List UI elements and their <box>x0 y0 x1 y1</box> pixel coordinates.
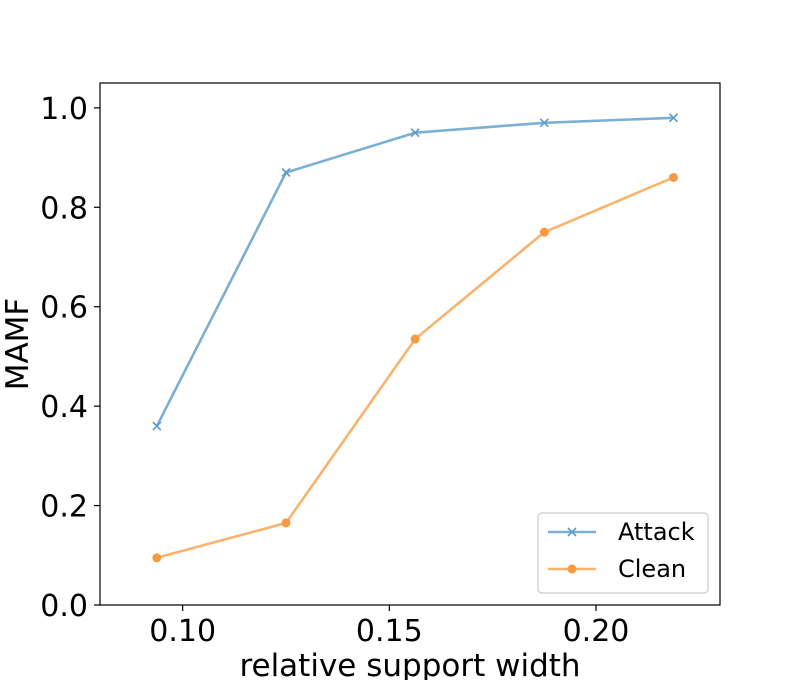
data-point <box>539 118 549 128</box>
data-point <box>669 172 678 182</box>
data-point <box>539 227 549 237</box>
series-layer <box>152 113 679 563</box>
plot-frame <box>99 82 721 606</box>
legend-label: Clean <box>618 555 686 583</box>
y-axis: 0.0 0.2 0.4 0.6 0.8 1.0 <box>40 92 100 624</box>
series-attack <box>152 113 679 431</box>
x-tick-label: 0.20 <box>563 614 630 649</box>
y-tick-label: 0.2 <box>40 490 88 525</box>
x-tick-label: 0.10 <box>149 614 216 649</box>
data-point <box>152 421 162 431</box>
y-tick-label: 0.0 <box>40 589 88 624</box>
y-tick-label: 0.8 <box>40 191 88 226</box>
series-line-clean <box>156 176 675 560</box>
y-tick-label: 1.0 <box>40 92 88 127</box>
data-point <box>668 113 679 123</box>
y-tick-label: 0.4 <box>40 390 88 425</box>
x-axis: 0.10 0.15 0.20 <box>149 605 629 649</box>
data-point <box>281 167 291 178</box>
legend-label: Attack <box>618 518 695 546</box>
data-point <box>410 334 420 344</box>
legend-item-clean: Clean <box>548 555 686 583</box>
series-line-attack <box>155 116 674 427</box>
legend-item-attack: Attack <box>548 518 695 546</box>
legend: Attack Clean <box>537 512 709 594</box>
data-point <box>410 128 420 138</box>
x-axis-label: relative support width <box>239 648 580 680</box>
x-tick-label: 0.15 <box>356 614 423 649</box>
data-point <box>152 553 162 563</box>
y-tick-label: 0.6 <box>40 291 88 326</box>
series-clean <box>152 172 678 563</box>
y-axis-label: MAMF <box>0 298 36 391</box>
data-point <box>281 518 291 528</box>
